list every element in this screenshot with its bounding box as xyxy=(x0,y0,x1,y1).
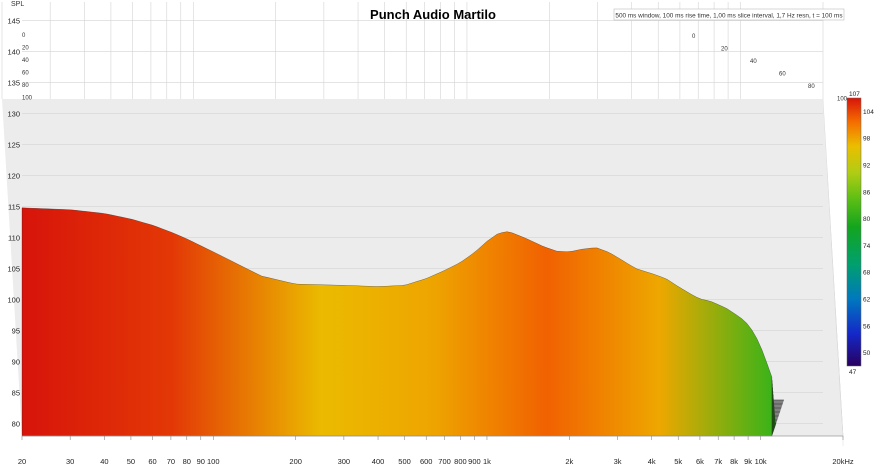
time-axis-label-right: 80 xyxy=(808,84,815,90)
x-tick-label: 70 xyxy=(167,457,175,466)
x-tick-label: 900 xyxy=(468,457,481,466)
y-tick-label: 100 xyxy=(7,296,20,305)
colorbar-tick-label: 62 xyxy=(863,297,871,304)
y-tick-label: 140 xyxy=(7,48,20,57)
colorbar: 107 47 50 56 62 68 74 80 86 92 98 104 xyxy=(846,91,874,376)
y-tick-label: 85 xyxy=(12,389,20,398)
y-tick-label: 80 xyxy=(12,420,20,429)
x-tick-label: 6k xyxy=(696,457,704,466)
y-axis-label: SPL xyxy=(11,1,24,8)
colorbar-tick-label: 80 xyxy=(863,216,871,223)
time-axis-label-left: 100 xyxy=(22,96,33,102)
x-tick-label: 100 xyxy=(207,457,220,466)
time-axis-label-left: 80 xyxy=(22,83,29,89)
colorbar-min-label: 47 xyxy=(849,369,857,376)
y-tick-label: 145 xyxy=(7,17,20,26)
y-tick-label: 105 xyxy=(7,265,20,274)
x-tick-label: 4k xyxy=(648,457,656,466)
y-tick-label: 125 xyxy=(7,141,20,150)
x-tick-label: 400 xyxy=(372,457,385,466)
x-tick-label: 800 xyxy=(454,457,467,466)
y-tick-label: 120 xyxy=(7,172,20,181)
time-axis-label-left: 40 xyxy=(22,58,29,64)
time-axis-label-right: 20 xyxy=(721,47,728,53)
y-tick-label: 90 xyxy=(12,358,20,367)
time-axis-label-left: 20 xyxy=(22,46,29,52)
time-axis-label-right: 100 xyxy=(837,97,848,103)
colorbar-tick-label: 86 xyxy=(863,189,871,196)
x-tick-label: 1k xyxy=(483,457,491,466)
colorbar-tick-label: 68 xyxy=(863,270,871,277)
colorbar-gradient xyxy=(846,97,862,367)
info-box: 500 ms window, 100 ms rise time, 1,00 ms… xyxy=(613,8,845,21)
x-tick-label: 40 xyxy=(100,457,108,466)
y-tick-label: 95 xyxy=(12,327,20,336)
time-axis-label-left: 0 xyxy=(22,33,26,39)
x-tick-label: 30 xyxy=(66,457,74,466)
colorbar-tick-label: 98 xyxy=(863,136,871,143)
x-tick-label: 60 xyxy=(148,457,156,466)
x-tick-label: 200 xyxy=(289,457,302,466)
colorbar-tick-label: 104 xyxy=(863,109,874,116)
x-tick-label: 8k xyxy=(730,457,738,466)
axes: 20 30 40 50 60 70 80 90 100 200 300 400 500 600 700 800… xyxy=(7,17,853,466)
y-tick-label: 130 xyxy=(7,110,20,119)
time-axis-label-right: 60 xyxy=(779,72,786,78)
x-tick-label: 3k xyxy=(614,457,622,466)
waterfall-surface xyxy=(21,207,784,437)
x-tick-label: 50 xyxy=(127,457,135,466)
x-tick-label: 9k xyxy=(744,457,752,466)
x-tick-label: 700 xyxy=(438,457,451,466)
x-tick-label: 20kHz xyxy=(832,457,854,466)
x-tick-label: 7k xyxy=(714,457,722,466)
x-tick-label: 20 xyxy=(18,457,26,466)
x-tick-label: 5k xyxy=(674,457,682,466)
y-tick-label: 110 xyxy=(8,234,20,243)
x-tick-label: 600 xyxy=(420,457,433,466)
colorbar-tick-label: 92 xyxy=(863,163,871,170)
time-axis-label-right: 40 xyxy=(750,59,757,65)
colorbar-max-label: 107 xyxy=(849,91,860,98)
x-tick-label: 500 xyxy=(398,457,411,466)
x-tick-label: 2k xyxy=(565,457,573,466)
x-tick-label: 90 xyxy=(197,457,205,466)
colorbar-tick-label: 56 xyxy=(863,323,871,330)
colorbar-tick-label: 74 xyxy=(863,243,871,250)
colorbar-tick-label: 50 xyxy=(863,350,871,357)
waterfall-slice xyxy=(21,207,773,437)
x-tick-label: 300 xyxy=(338,457,351,466)
info-text: 500 ms window, 100 ms rise time, 1,00 ms… xyxy=(615,13,842,20)
y-tick-label: 135 xyxy=(7,79,20,88)
chart-title: Punch Audio Martilo xyxy=(370,7,496,22)
y-tick-label: 115 xyxy=(8,203,20,212)
x-tick-label: 80 xyxy=(183,457,191,466)
time-axis-label-right: 0 xyxy=(692,34,696,40)
x-tick-label: 10k xyxy=(755,457,767,466)
time-axis-label-left: 60 xyxy=(22,71,29,77)
